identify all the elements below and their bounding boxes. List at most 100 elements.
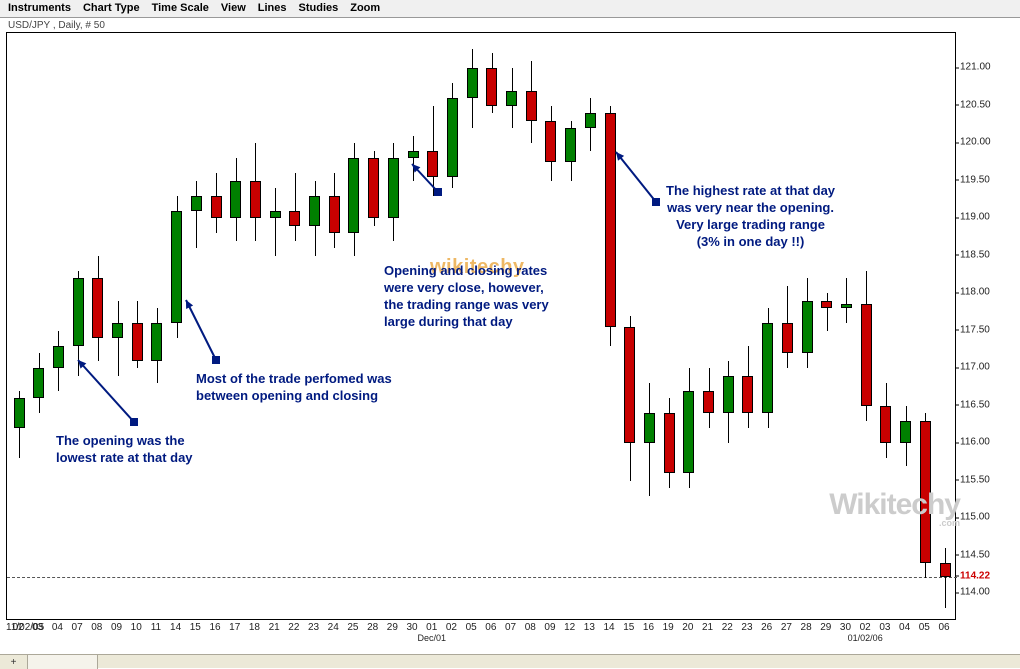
y-tick: 121.00 [960, 62, 991, 73]
x-tick: 16 [209, 622, 220, 633]
menu-item[interactable]: Instruments [8, 2, 71, 15]
annotation-arrow [404, 156, 446, 200]
candle-body [191, 196, 202, 211]
x-tick: 22 [288, 622, 299, 633]
x-axis: 11/02/0502030407080910111415161718212223… [6, 622, 956, 652]
x-tick: 10 [131, 622, 142, 633]
candle-body [112, 323, 123, 338]
candle-body [624, 327, 635, 443]
candle-wick [827, 293, 828, 331]
y-tick: 118.50 [960, 249, 990, 260]
menu-item[interactable]: Chart Type [83, 2, 140, 15]
candle-body [211, 196, 222, 219]
candle-body [151, 323, 162, 361]
x-tick: 05 [919, 622, 930, 633]
y-tick: 120.00 [960, 137, 991, 148]
x-tick: 03 [32, 622, 43, 633]
candle-body [861, 304, 872, 405]
candle-body [486, 68, 497, 106]
menu-item[interactable]: Lines [258, 2, 287, 15]
y-tick: 115.50 [960, 474, 990, 485]
x-tick: 19 [663, 622, 674, 633]
candle-body [73, 278, 84, 346]
candle-body [526, 91, 537, 121]
x-tick: 30 [406, 622, 417, 633]
candle-wick [275, 188, 276, 256]
candle-body [368, 158, 379, 218]
candle-body [940, 563, 951, 577]
candle-body [388, 158, 399, 218]
x-tick: 03 [879, 622, 890, 633]
y-tick: 117.00 [960, 362, 990, 373]
candle-body [723, 376, 734, 414]
x-tick: 11 [151, 622, 161, 633]
watermark-logo-text: Wikitechy [829, 488, 960, 521]
x-tick: 07 [72, 622, 83, 633]
annotation-arrow [70, 352, 142, 430]
watermark-logo: Wikitechy .com [829, 488, 960, 528]
y-tick: 115.00 [960, 512, 990, 523]
annotation-text: Opening and closing rateswere very close… [384, 262, 549, 330]
x-tick: 21 [269, 622, 280, 633]
x-tick: 08 [525, 622, 536, 633]
menu-item[interactable]: Studies [299, 2, 339, 15]
x-tick: 26 [761, 622, 772, 633]
x-tick: 29 [820, 622, 831, 633]
candle-body [821, 301, 832, 309]
candle-body [664, 413, 675, 473]
candle-body [447, 98, 458, 177]
annotation-arrow [608, 144, 664, 210]
x-tick: 0201/02/06 [848, 622, 883, 644]
annotation-text: Most of the trade perfomed wasbetween op… [196, 370, 392, 404]
candle-wick [196, 181, 197, 249]
candle-body [762, 323, 773, 413]
candle-body [900, 421, 911, 444]
x-tick: 23 [308, 622, 319, 633]
bottom-tab[interactable] [28, 655, 98, 669]
annotation-text: The highest rate at that daywas very nea… [666, 182, 835, 250]
x-tick: 15 [623, 622, 634, 633]
menu-item[interactable]: View [221, 2, 246, 15]
y-tick: 116.50 [960, 399, 990, 410]
x-tick: 04 [899, 622, 910, 633]
x-tick: 12 [564, 622, 575, 633]
x-tick: 08 [91, 622, 102, 633]
y-axis: 121.00120.50120.00119.50119.00118.50118.… [958, 32, 1014, 620]
x-tick: 04 [52, 622, 63, 633]
candle-body [880, 406, 891, 444]
x-tick: 24 [328, 622, 339, 633]
candle-body [348, 158, 359, 233]
chart-title: USD/JPY , Daily, # 50 [8, 20, 105, 31]
x-tick: 13 [584, 622, 595, 633]
candle-wick [945, 548, 946, 608]
candle-body [33, 368, 44, 398]
x-tick: 17 [229, 622, 240, 633]
x-tick: 02 [446, 622, 457, 633]
x-tick: 25 [347, 622, 358, 633]
candle-body [782, 323, 793, 353]
current-price-line [7, 577, 957, 578]
x-tick: 20 [682, 622, 693, 633]
candle-body [329, 196, 340, 234]
candle-body [309, 196, 320, 226]
candle-body [742, 376, 753, 414]
y-tick: 120.50 [960, 99, 991, 110]
candle-body [545, 121, 556, 162]
candle-wick [295, 173, 296, 241]
y-tick: 118.00 [960, 287, 990, 298]
x-tick: 18 [249, 622, 260, 633]
menu-item[interactable]: Time Scale [152, 2, 209, 15]
candle-body [53, 346, 64, 369]
add-tab-button[interactable]: + [0, 655, 28, 669]
menu-bar: Instruments Chart Type Time Scale View Lines… [0, 0, 1020, 18]
candle-body [585, 113, 596, 128]
y-tick: 119.00 [960, 212, 990, 223]
menu-item[interactable]: Zoom [350, 2, 380, 15]
y-tick: 116.00 [960, 437, 990, 448]
x-tick: 06 [938, 622, 949, 633]
candle-body [683, 391, 694, 474]
candle-wick [846, 278, 847, 323]
y-tick: 114.00 [960, 587, 990, 598]
x-tick: 07 [505, 622, 516, 633]
candle-body [14, 398, 25, 428]
